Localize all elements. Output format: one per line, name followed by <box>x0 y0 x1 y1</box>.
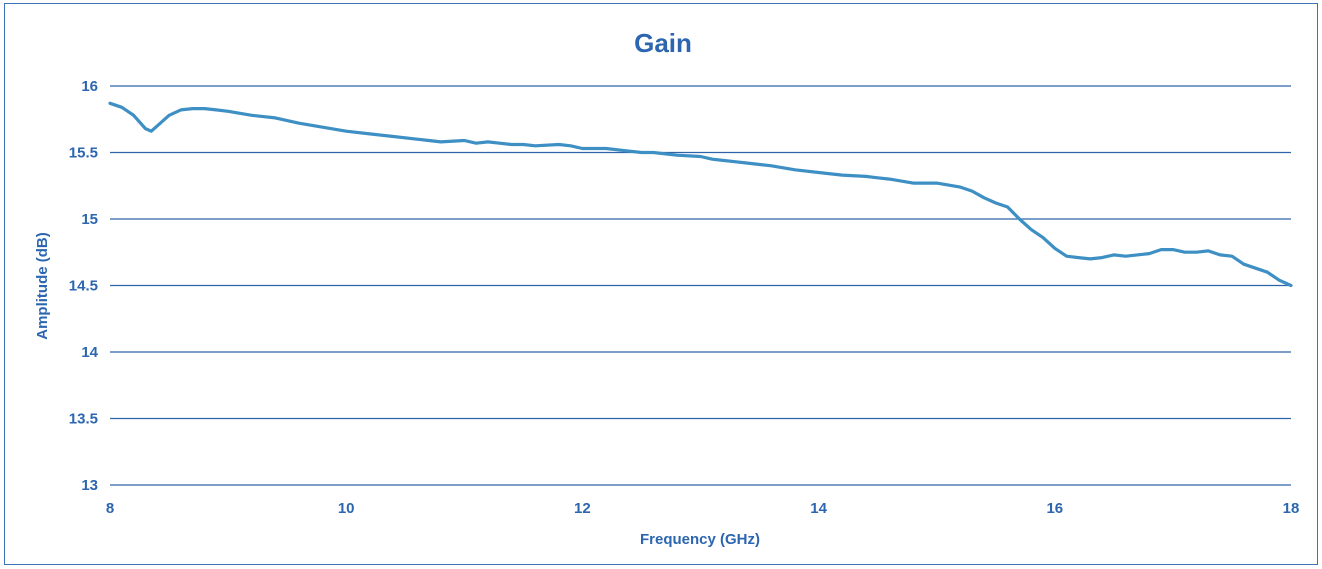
gain-series-line <box>108 101 1293 288</box>
x-tick-label: 8 <box>106 500 114 517</box>
chart-title: Gain <box>634 28 692 58</box>
x-tick-label: 18 <box>1283 500 1300 517</box>
x-tick-label: 10 <box>338 500 355 517</box>
y-axis-label: Amplitude (dB) <box>34 232 51 339</box>
y-tick-label: 13 <box>81 477 98 494</box>
y-tick-labels: 13 13.5 14 14.5 15 15.5 16 <box>69 78 99 494</box>
y-tick-label: 15 <box>81 211 98 228</box>
x-axis-label: Frequency (GHz) <box>640 531 760 548</box>
x-tick-label: 14 <box>810 500 827 517</box>
y-tick-label: 16 <box>81 78 98 95</box>
y-tick-label: 15.5 <box>69 145 98 162</box>
chart-frame <box>4 3 1318 565</box>
x-tick-label: 12 <box>574 500 591 517</box>
y-tick-label: 13.5 <box>69 411 98 428</box>
x-tick-label: 16 <box>1046 500 1063 517</box>
gridlines <box>110 85 1291 486</box>
y-tick-label: 14.5 <box>69 278 98 295</box>
y-tick-label: 14 <box>81 344 98 361</box>
x-tick-labels: 8 10 12 14 16 18 <box>106 500 1300 517</box>
